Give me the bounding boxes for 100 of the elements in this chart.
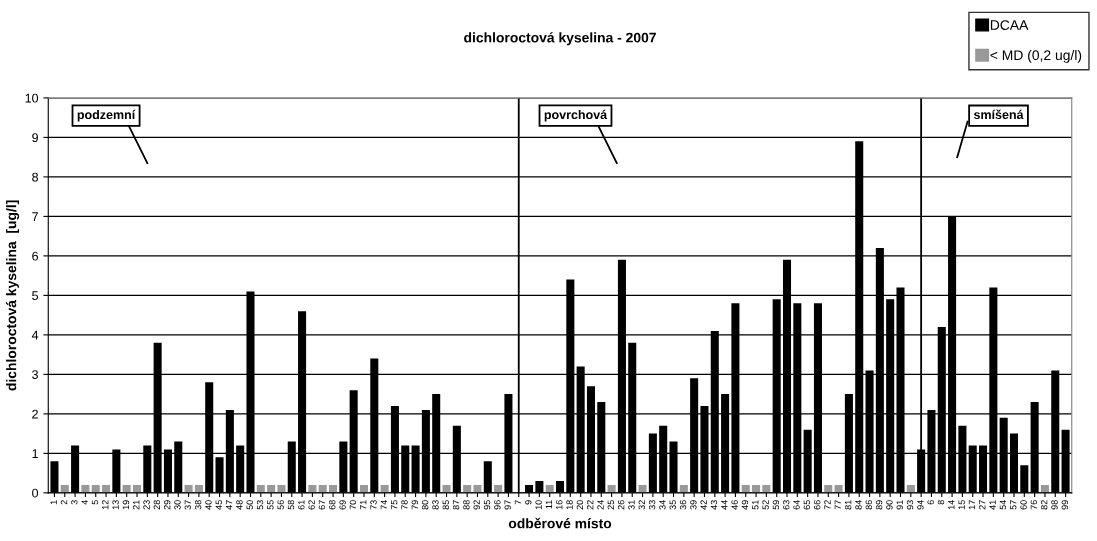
- x-tick-label: 77: [834, 500, 841, 510]
- x-tick-label: 46: [731, 500, 738, 510]
- x-tick-label: 24: [597, 500, 604, 510]
- x-tick-label: 20: [576, 500, 584, 510]
- y-tick-label: 5: [32, 291, 39, 301]
- x-tick-label: 63: [783, 500, 790, 510]
- x-tick-label: 29: [163, 500, 171, 510]
- x-tick-label: 56: [277, 500, 284, 510]
- y-tick-label: 4: [31, 330, 39, 340]
- y-tick-label: 9: [32, 133, 38, 143]
- y-tick-label: 0: [32, 488, 39, 498]
- x-tick-label: 55: [267, 500, 274, 510]
- x-tick-label: 83: [432, 500, 439, 510]
- x-tick-label: 78: [401, 500, 408, 510]
- x-tick-label: 44: [721, 500, 728, 510]
- x-tick-label: 75: [391, 500, 398, 510]
- y-tick-label: 1: [32, 449, 38, 458]
- x-tick-label: 72: [824, 500, 831, 510]
- legend-label: < MD (0,2 ug/l): [990, 49, 1082, 63]
- y-tick-label: 3: [32, 370, 38, 380]
- x-tick-label: 27: [979, 500, 986, 510]
- x-tick-label: 39: [690, 500, 697, 510]
- x-tick-label: 92: [473, 500, 480, 510]
- y-tick-label: 10: [25, 93, 39, 103]
- x-tick-label: 37: [184, 500, 192, 510]
- x-tick-label: 53: [256, 500, 264, 510]
- annotation: povrchová: [544, 109, 608, 122]
- legend-label: DCAA: [990, 20, 1029, 30]
- annotation: podzemní: [77, 109, 136, 122]
- x-tick-label: 94: [917, 500, 924, 510]
- x-tick-label: 11: [545, 500, 553, 509]
- x-tick-label: 76: [1030, 500, 1038, 510]
- x-tick-label: 95: [483, 500, 491, 510]
- x-tick-label: 31: [628, 500, 635, 510]
- x-tick-label: 50: [246, 500, 253, 510]
- x-tick-label: 67: [318, 500, 326, 510]
- x-tick-label: 40: [205, 500, 212, 510]
- x-tick-label: 30: [174, 500, 181, 510]
- x-tick-label: 49: [741, 500, 749, 510]
- x-tick-label: 7: [514, 500, 522, 505]
- x-tick-label: 26: [617, 500, 625, 510]
- x-tick-label: 54: [999, 500, 1007, 510]
- x-tick-label: 71: [360, 500, 367, 510]
- x-tick-label: 10: [535, 500, 542, 510]
- x-tick-label: 2: [60, 500, 68, 505]
- x-tick-label: 68: [329, 500, 336, 510]
- x-tick-label: 41: [989, 500, 996, 510]
- x-tick-label: 52: [762, 500, 769, 510]
- x-tick-label: 16: [556, 500, 563, 510]
- x-tick-label: 1: [50, 500, 57, 505]
- x-tick-label: 42: [700, 500, 707, 510]
- x-tick-label: 15: [958, 500, 965, 510]
- x-tick-label: 36: [679, 500, 687, 510]
- x-tick-label: 96: [494, 500, 501, 510]
- x-tick-label: 64: [793, 500, 800, 510]
- x-tick-label: 86: [865, 500, 872, 510]
- x-tick-label: 38: [194, 500, 202, 510]
- x-tick-label: 4: [81, 500, 88, 505]
- x-tick-label: 13: [112, 500, 119, 510]
- x-tick-label: 32: [638, 500, 645, 510]
- annotation: smíšená: [973, 109, 1024, 120]
- x-tick-label: 79: [411, 500, 418, 510]
- x-tick-label: 3: [71, 500, 78, 505]
- x-tick-label: 59: [772, 500, 780, 510]
- x-tick-label: 82: [1040, 500, 1048, 510]
- x-tick-label: 5: [91, 500, 99, 505]
- x-tick-label: 14: [948, 500, 955, 510]
- y-tick-label: 2: [32, 409, 38, 419]
- x-tick-label: 99: [1061, 500, 1068, 510]
- x-tick-label: 34: [659, 500, 666, 510]
- x-tick-label: 58: [287, 500, 295, 510]
- x-tick-label: 97: [504, 500, 511, 510]
- x-tick-label: 33: [648, 500, 656, 510]
- x-tick-label: 69: [339, 500, 346, 510]
- x-tick-label: 17: [968, 500, 976, 510]
- x-tick-label: 73: [370, 500, 377, 510]
- x-tick-label: 87: [452, 500, 460, 510]
- x-tick-label: 18: [566, 500, 573, 510]
- x-tick-label: 22: [587, 500, 594, 510]
- x-tick-label: 48: [236, 500, 243, 510]
- x-tick-label: 89: [875, 500, 883, 510]
- x-tick-label: 85: [442, 500, 449, 510]
- x-tick-label: 66: [813, 500, 821, 510]
- x-tick-label: 8: [937, 500, 945, 505]
- y-tick-label: 6: [32, 251, 38, 261]
- x-tick-label: 88: [463, 500, 470, 510]
- x-tick-label: 28: [153, 500, 161, 510]
- x-tick-label: 93: [906, 500, 914, 510]
- x-tick-label: 6: [927, 500, 934, 505]
- x-tick-label: 81: [844, 500, 852, 510]
- x-tick-label: 47: [225, 500, 233, 510]
- x-tick-label: 21: [133, 500, 140, 510]
- x-tick-label: 91: [896, 500, 903, 510]
- x-tick-label: 90: [886, 500, 893, 510]
- x-tick-label: 70: [349, 500, 357, 510]
- y-tick-label: 8: [32, 172, 38, 182]
- x-tick-label: 74: [380, 500, 387, 510]
- x-axis-title: odběrové místo: [508, 517, 612, 529]
- x-tick-label: 57: [1010, 500, 1017, 510]
- chart-title: dichloroctová kyselina - 2007: [464, 32, 656, 46]
